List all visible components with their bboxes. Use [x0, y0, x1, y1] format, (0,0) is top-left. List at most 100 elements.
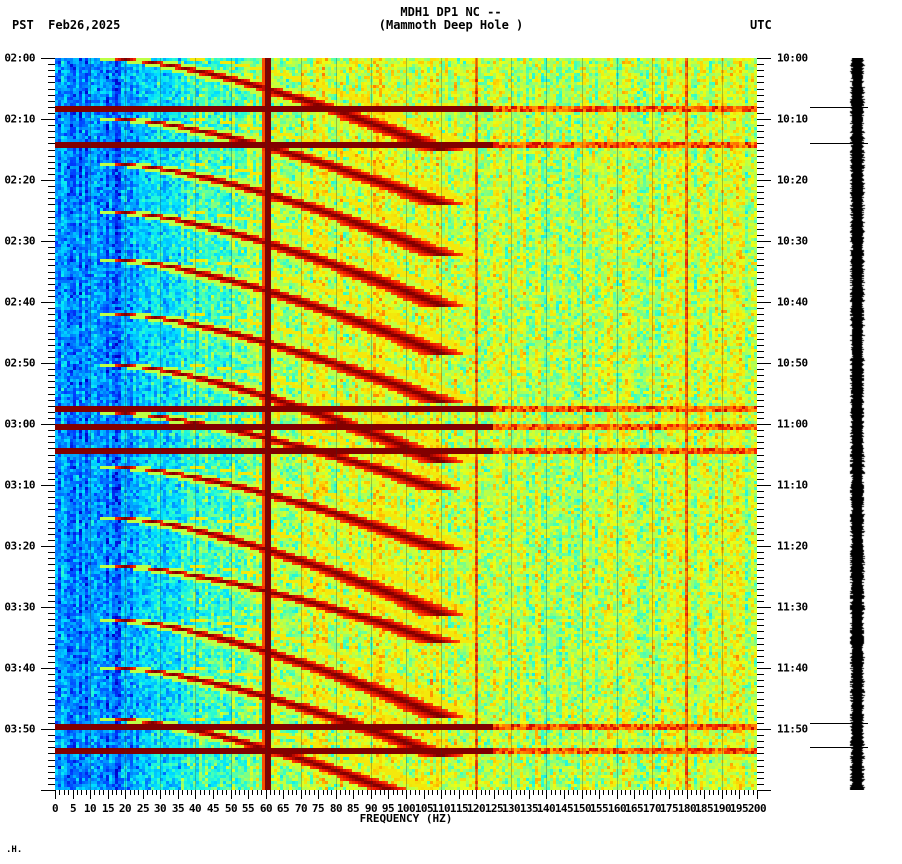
- freq-tick-minor: [726, 790, 727, 795]
- time-tick-minor-left: [48, 186, 55, 187]
- time-tick-minor-left: [48, 259, 55, 260]
- time-tick-minor-left: [48, 333, 55, 334]
- time-tick-major-right: [757, 485, 771, 486]
- freq-tick-minor: [64, 790, 65, 795]
- freq-label: 55: [241, 802, 255, 815]
- frequency-axis-title: FREQUENCY (HZ): [359, 812, 453, 825]
- freq-label: 10: [83, 802, 97, 815]
- time-tick-minor-left: [48, 430, 55, 431]
- seismogram-trace-canvas: [845, 58, 869, 790]
- time-tick-minor-left: [48, 326, 55, 327]
- time-tick-minor-right: [757, 509, 764, 510]
- freq-tick-minor: [187, 790, 188, 795]
- time-tick-minor-left: [48, 455, 55, 456]
- freq-tick-minor: [235, 790, 236, 795]
- freq-label: 110: [431, 802, 451, 815]
- freq-label: 75: [311, 802, 325, 815]
- freq-label: 85: [346, 802, 360, 815]
- time-tick-minor-right: [757, 375, 764, 376]
- time-tick-minor-right: [757, 339, 764, 340]
- freq-tick-minor: [226, 790, 227, 795]
- time-tick-major-left: [41, 241, 55, 242]
- time-label-pst: 03:00: [4, 417, 35, 431]
- freq-tick-minor: [467, 790, 468, 795]
- time-tick-minor-right: [757, 351, 764, 352]
- freq-label: 145: [554, 802, 574, 815]
- time-tick-minor-right: [757, 235, 764, 236]
- time-tick-minor-left: [48, 644, 55, 645]
- time-tick-minor-right: [757, 314, 764, 315]
- freq-tick-minor: [393, 790, 394, 795]
- time-tick-minor-left: [48, 296, 55, 297]
- time-tick-minor-right: [757, 699, 764, 700]
- freq-tick-minor: [450, 790, 451, 795]
- freq-tick-minor: [279, 790, 280, 795]
- freq-tick-major: [722, 790, 723, 799]
- freq-tick-minor: [700, 790, 701, 795]
- freq-tick-major: [108, 790, 109, 799]
- time-tick-minor-left: [48, 442, 55, 443]
- freq-label: 170: [642, 802, 662, 815]
- time-tick-minor-left: [48, 692, 55, 693]
- time-tick-minor-right: [757, 723, 764, 724]
- time-tick-minor-right: [757, 186, 764, 187]
- time-tick-minor-left: [48, 522, 55, 523]
- time-tick-minor-left: [48, 198, 55, 199]
- time-tick-minor-right: [757, 217, 764, 218]
- freq-tick-minor: [735, 790, 736, 795]
- freq-label: 150: [572, 802, 592, 815]
- time-tick-minor-right: [757, 784, 764, 785]
- time-tick-minor-left: [48, 64, 55, 65]
- time-tick-minor-right: [757, 631, 764, 632]
- freq-tick-minor: [270, 790, 271, 795]
- freq-tick-minor: [314, 790, 315, 795]
- time-tick-major-right: [757, 668, 771, 669]
- freq-tick-minor: [380, 790, 381, 795]
- freq-tick-minor: [682, 790, 683, 795]
- time-tick-minor-left: [48, 772, 55, 773]
- time-label-pst: 02:00: [4, 51, 35, 65]
- freq-tick-minor: [112, 790, 113, 795]
- time-tick-minor-right: [757, 296, 764, 297]
- time-tick-minor-right: [757, 753, 764, 754]
- freq-tick-minor: [138, 790, 139, 795]
- time-tick-minor-left: [48, 479, 55, 480]
- freq-tick-minor: [428, 790, 429, 795]
- freq-tick-minor: [103, 790, 104, 795]
- time-tick-minor-right: [757, 204, 764, 205]
- time-tick-minor-right: [757, 674, 764, 675]
- freq-label: 35: [171, 802, 185, 815]
- freq-label: 160: [607, 802, 627, 815]
- time-tick-minor-right: [757, 735, 764, 736]
- time-tick-minor-right: [757, 662, 764, 663]
- freq-tick-minor: [507, 790, 508, 795]
- time-tick-minor-left: [48, 753, 55, 754]
- time-tick-minor-right: [757, 583, 764, 584]
- header-local-time-info: PST Feb26,2025: [12, 18, 120, 32]
- freq-tick-major: [143, 790, 144, 799]
- freq-tick-minor: [244, 790, 245, 795]
- freq-tick-major: [231, 790, 232, 799]
- spectrogram-plot[interactable]: [55, 58, 757, 790]
- freq-tick-minor: [200, 790, 201, 795]
- freq-tick-major: [388, 790, 389, 799]
- time-tick-minor-left: [48, 564, 55, 565]
- freq-tick-minor: [753, 790, 754, 795]
- time-tick-major-left: [41, 302, 55, 303]
- freq-tick-major: [546, 790, 547, 799]
- freq-tick-minor: [489, 790, 490, 795]
- freq-tick-major: [178, 790, 179, 799]
- freq-tick-minor: [744, 790, 745, 795]
- trace-event-spike: [810, 107, 868, 108]
- time-tick-minor-right: [757, 418, 764, 419]
- corner-mark: .H.: [6, 845, 23, 855]
- freq-tick-major: [125, 790, 126, 799]
- freq-tick-major: [494, 790, 495, 799]
- freq-tick-minor: [222, 790, 223, 795]
- time-tick-minor-right: [757, 107, 764, 108]
- time-tick-minor-right: [757, 150, 764, 151]
- time-tick-minor-left: [48, 131, 55, 132]
- time-tick-minor-left: [48, 723, 55, 724]
- time-label-pst: 02:50: [4, 356, 35, 370]
- time-tick-minor-right: [757, 479, 764, 480]
